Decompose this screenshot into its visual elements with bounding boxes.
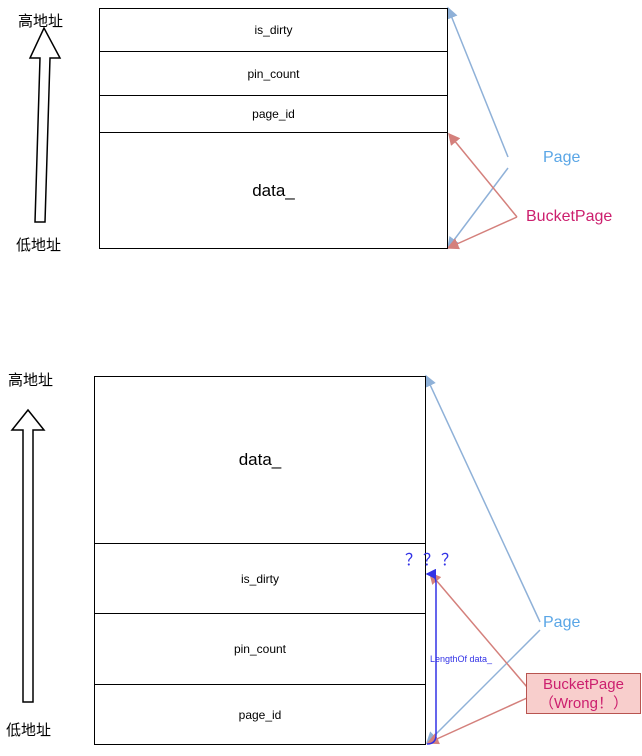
page-layout-box: is_dirty pin_count page_id data_ [99,8,448,249]
field-pin-count: pin_count [100,52,447,96]
bucketpage-arrow-bottom [446,216,518,250]
page-arrow-bottom-2 [425,629,541,745]
low-address-label-2: 低地址 [6,721,52,739]
field-is-dirty-2: is_dirty [95,544,425,614]
field-page-id: page_id [100,96,447,133]
field-is-dirty: is_dirty [100,9,447,52]
address-up-arrow-top [28,26,62,223]
page-label-2: Page [543,614,581,631]
page-layout-box-2: data_ is_dirty pin_count page_id [94,376,426,745]
high-address-label-2: 高地址 [8,371,54,389]
length-of-data-label: LengthOf data_ [430,654,493,664]
field-page-id-2: page_id [238,707,282,722]
field-data-2: data_ [95,377,425,544]
bucketpage-wrong-arrow-top [429,571,528,688]
length-bracket [425,568,437,745]
field-pin-count-2: pin_count [95,614,425,685]
bucketpage-wrong-label: BucketPage [543,676,624,693]
page-label: Page [543,149,581,166]
wrong-note: （Wrong！） [539,695,628,712]
bucketpage-arrow-top [448,132,518,218]
field-data: data_ [252,180,295,200]
bucketpage-label: BucketPage [526,208,613,225]
page-arrow-top [446,6,509,158]
bucketpage-wrong-box: BucketPage （Wrong！） [526,673,641,714]
question-marks: ？？？ [405,552,460,569]
address-up-arrow-bottom [10,408,46,703]
bucketpage-wrong-arrow-bottom [426,697,528,745]
page-arrow-bottom [447,167,509,250]
page-arrow-top-2 [424,374,541,623]
high-address-label: 高地址 [18,12,64,30]
low-address-label: 低地址 [16,236,62,254]
